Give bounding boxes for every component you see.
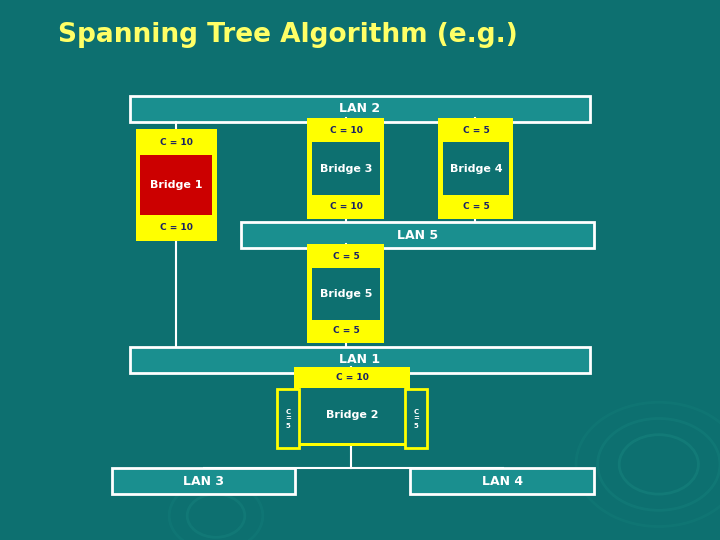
Bar xyxy=(140,132,212,153)
Text: LAN 2: LAN 2 xyxy=(339,102,381,115)
Bar xyxy=(438,118,513,219)
Bar xyxy=(312,247,380,266)
Bar xyxy=(312,267,380,320)
Text: C = 5: C = 5 xyxy=(333,326,359,335)
Bar xyxy=(277,389,299,448)
Bar xyxy=(410,468,594,494)
Text: C = 5: C = 5 xyxy=(462,202,490,211)
Bar xyxy=(443,197,509,216)
Text: C = 10: C = 10 xyxy=(160,138,193,147)
Bar xyxy=(307,244,384,343)
Bar xyxy=(140,217,212,238)
Bar xyxy=(112,468,295,494)
Bar xyxy=(312,122,380,140)
Bar xyxy=(443,122,509,140)
Bar xyxy=(443,142,509,195)
Text: LAN 3: LAN 3 xyxy=(183,475,224,488)
Bar xyxy=(241,222,594,248)
Text: C = 10: C = 10 xyxy=(330,126,362,136)
Text: LAN 1: LAN 1 xyxy=(339,353,381,366)
Bar xyxy=(140,155,212,215)
Text: C = 10: C = 10 xyxy=(160,222,193,232)
Text: Bridge 5: Bridge 5 xyxy=(320,289,372,299)
Bar xyxy=(307,118,384,219)
Bar xyxy=(130,96,590,122)
Bar xyxy=(299,370,405,386)
Text: Bridge 1: Bridge 1 xyxy=(150,180,202,190)
Text: C = 10: C = 10 xyxy=(336,374,369,382)
Text: Bridge 2: Bridge 2 xyxy=(326,410,378,420)
Text: C
=
5: C = 5 xyxy=(285,408,291,429)
Text: C
=
5: C = 5 xyxy=(413,408,419,429)
Bar xyxy=(294,367,410,446)
Text: C = 10: C = 10 xyxy=(330,202,362,211)
Text: Bridge 4: Bridge 4 xyxy=(449,164,503,174)
Bar xyxy=(299,388,405,443)
Text: Bridge 3: Bridge 3 xyxy=(320,164,372,174)
Text: LAN 4: LAN 4 xyxy=(482,475,523,488)
Bar xyxy=(136,129,217,241)
Text: Spanning Tree Algorithm (e.g.): Spanning Tree Algorithm (e.g.) xyxy=(58,22,518,48)
Bar xyxy=(312,322,380,340)
Bar xyxy=(130,347,590,373)
Text: C = 5: C = 5 xyxy=(333,252,359,261)
Bar xyxy=(405,389,427,448)
Bar xyxy=(312,197,380,216)
Bar xyxy=(312,142,380,195)
Text: C = 5: C = 5 xyxy=(462,126,490,136)
Text: LAN 5: LAN 5 xyxy=(397,229,438,242)
